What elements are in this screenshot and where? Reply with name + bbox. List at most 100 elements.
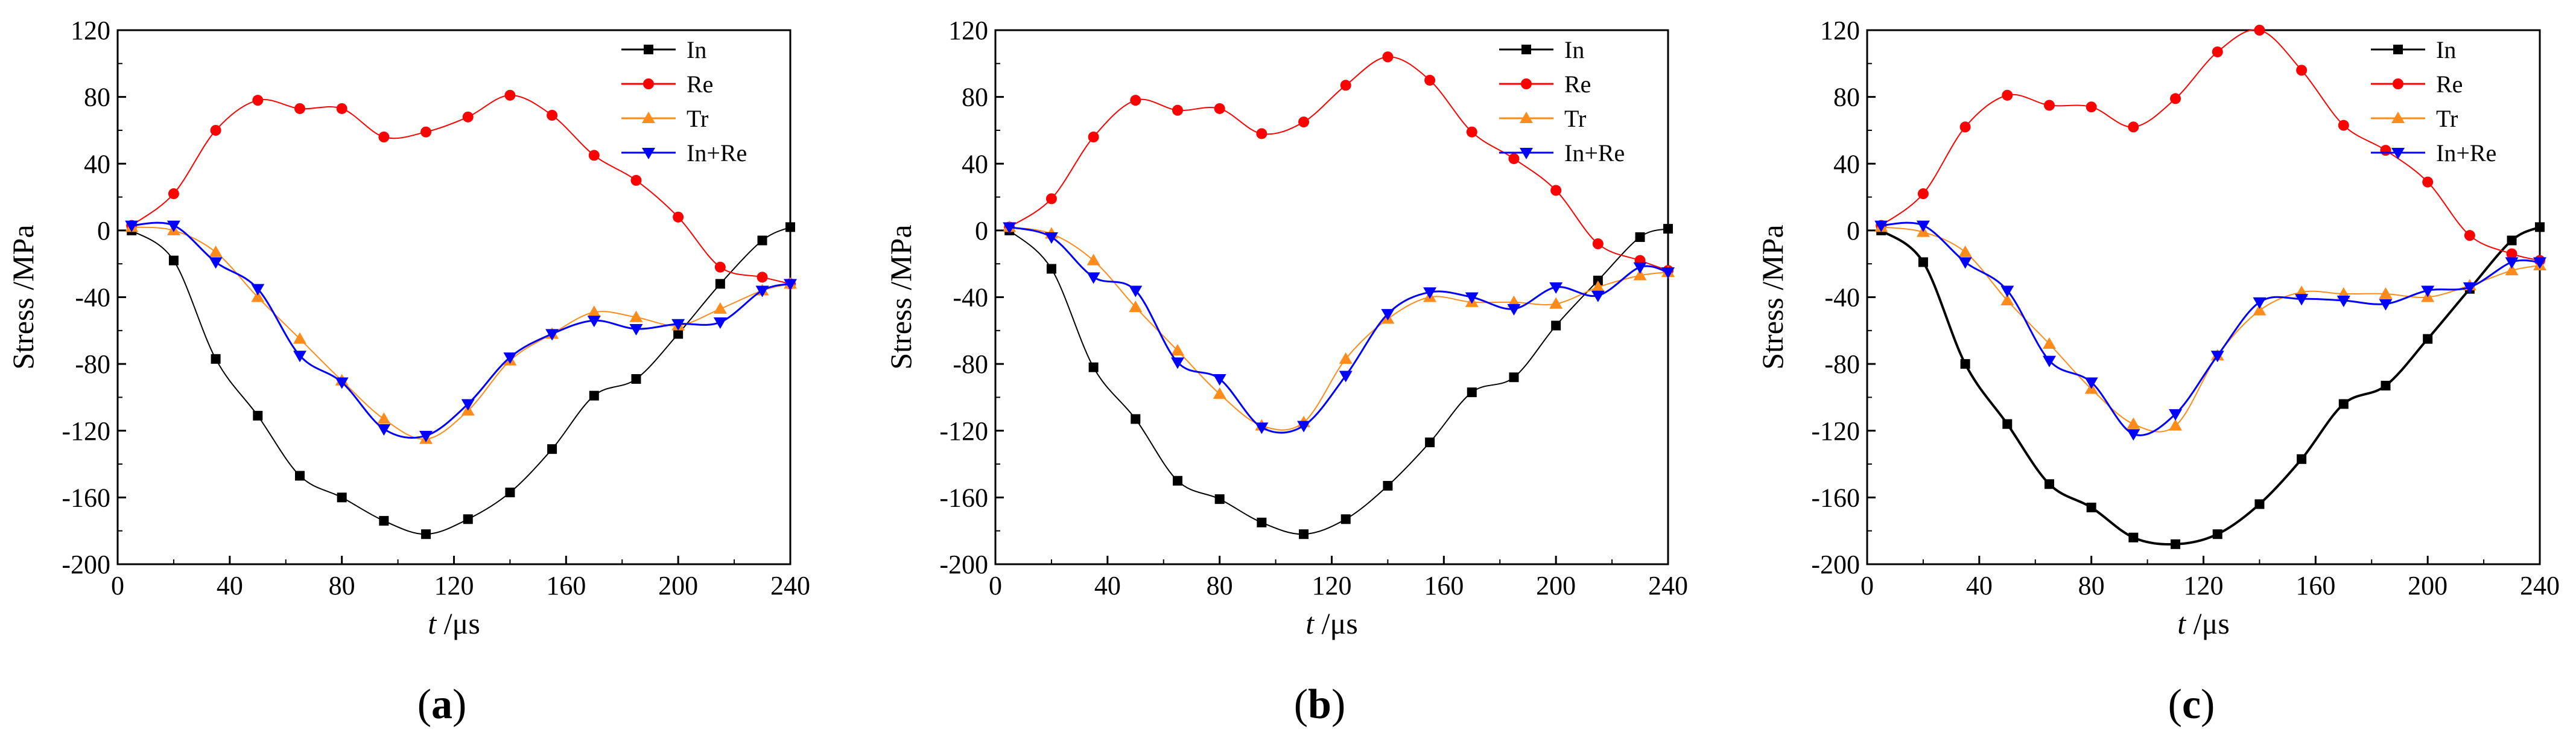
x-axis-title-unit: /μs <box>436 606 480 640</box>
data-point <box>1508 153 1520 164</box>
data-point <box>1958 245 1972 257</box>
y-tick-label: -120 <box>939 416 988 446</box>
data-point <box>545 329 559 341</box>
series-re <box>1876 25 2545 266</box>
y-tick-label: 40 <box>962 149 988 179</box>
legend-label: Re <box>687 71 713 98</box>
data-point <box>1466 126 1477 138</box>
data-point <box>629 310 643 322</box>
data-point <box>2042 337 2056 349</box>
legend-label: In+Re <box>1564 139 1625 167</box>
panel-label: (b) <box>1294 681 1346 728</box>
data-point <box>1256 128 1267 139</box>
data-point <box>1958 257 1972 269</box>
data-point <box>1340 80 1351 91</box>
data-point <box>2086 502 2096 512</box>
data-point <box>588 150 600 161</box>
data-point <box>420 126 432 138</box>
data-point <box>211 354 221 364</box>
data-point <box>2127 417 2140 429</box>
data-point <box>1045 193 1057 205</box>
legend: In Re Tr In+Re <box>1499 36 1625 167</box>
data-point <box>1960 359 1970 369</box>
data-point <box>785 222 795 232</box>
data-point <box>2463 282 2476 294</box>
legend-marker <box>642 148 655 159</box>
data-point <box>2128 532 2139 542</box>
data-point <box>2128 121 2139 133</box>
data-point <box>1087 253 1100 266</box>
legend-marker <box>1521 78 1532 89</box>
y-tick-label: 120 <box>71 16 110 45</box>
data-point <box>1959 121 1971 133</box>
data-point <box>1918 257 1928 267</box>
legend-marker <box>2391 148 2405 159</box>
data-point <box>2535 222 2545 232</box>
data-point <box>1213 387 1226 399</box>
data-point <box>1874 220 1888 232</box>
data-point <box>1298 116 1310 128</box>
chart-panel-c: 0 40 80 120 160 200 240 120 80 40 0 -40 -80 -120 -160 -… <box>1756 16 2560 728</box>
data-point <box>713 317 727 329</box>
data-point <box>589 390 599 401</box>
data-point <box>1003 222 1017 234</box>
data-point <box>2169 409 2183 421</box>
data-point <box>1214 494 1225 504</box>
data-point <box>2170 93 2181 104</box>
x-axis-title-unit: /μs <box>1314 606 1358 640</box>
data-point <box>1170 357 1184 369</box>
series-in <box>1876 222 2545 549</box>
x-tick-label: 240 <box>2520 571 2560 600</box>
x-tick-label: 160 <box>546 571 586 600</box>
data-point <box>2336 296 2350 308</box>
data-point <box>673 211 684 223</box>
data-point <box>1549 282 1563 294</box>
data-point <box>2127 429 2140 441</box>
data-point <box>2212 529 2222 539</box>
series-in-plus-re <box>1003 222 1675 434</box>
data-point <box>2000 294 2014 306</box>
data-point <box>2379 287 2393 299</box>
x-tick-label: 240 <box>770 571 810 600</box>
legend-marker <box>642 112 655 123</box>
panel-label-letter: a <box>431 681 452 728</box>
x-axis-title-variable: t <box>2177 606 2186 640</box>
data-point <box>1551 320 1561 331</box>
data-point <box>1424 74 1436 86</box>
data-point <box>1297 421 1311 433</box>
data-point <box>2297 454 2307 464</box>
legend-label: In <box>687 36 706 63</box>
data-point <box>294 103 305 114</box>
data-point <box>2505 264 2519 276</box>
data-point <box>1129 301 1143 313</box>
legend-marker <box>2393 45 2403 54</box>
data-point <box>2421 285 2435 297</box>
data-point <box>210 124 221 136</box>
x-tick-label: 120 <box>1312 571 1352 600</box>
data-point <box>2042 355 2056 367</box>
data-point <box>757 235 767 246</box>
y-axis-title: Stress /MPa <box>6 224 40 369</box>
data-point <box>419 431 433 443</box>
data-point <box>209 257 223 269</box>
data-point <box>209 245 223 257</box>
x-axis-title-variable: t <box>428 606 437 640</box>
data-point <box>1299 529 1309 539</box>
data-point <box>2379 299 2393 311</box>
series-line <box>132 226 791 440</box>
data-point <box>253 410 263 421</box>
data-point <box>1591 280 1605 292</box>
data-point <box>503 352 517 364</box>
panel-label-open-paren: ( <box>1294 681 1308 728</box>
data-point <box>587 305 601 317</box>
data-point <box>1172 476 1182 486</box>
panel-label: (c) <box>2168 681 2215 728</box>
data-point <box>1088 132 1099 142</box>
x-tick-label: 240 <box>1648 571 1688 600</box>
legend-marker <box>1520 112 1533 123</box>
data-point <box>2422 176 2434 188</box>
data-point <box>671 319 685 331</box>
x-tick-label: 40 <box>217 571 243 600</box>
data-point <box>1633 269 1647 281</box>
data-point <box>713 302 727 314</box>
